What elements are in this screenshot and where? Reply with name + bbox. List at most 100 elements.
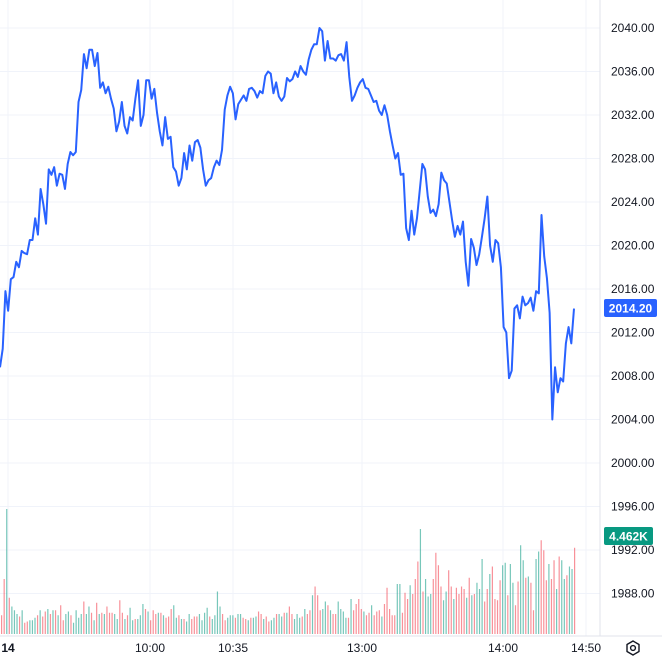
volume-bar [288, 606, 290, 634]
price-axis[interactable]: 2040.00 2036.00 2032.00 2028.00 2024.00 2020.… [611, 21, 655, 601]
volume-bar [571, 569, 573, 634]
volume-bar [18, 616, 21, 634]
volume-bar [152, 610, 154, 634]
price-tick-label: 2036.00 [611, 65, 655, 79]
volume-bar [178, 615, 180, 634]
volume-bar [134, 619, 136, 634]
chart-settings-button[interactable] [622, 637, 644, 659]
last-volume-label: 4.462K [609, 530, 648, 544]
volume-bar [273, 617, 275, 634]
volume-bar [391, 615, 393, 634]
volume-bar [268, 621, 270, 634]
volume-bar [67, 611, 70, 634]
volume-bar [301, 616, 303, 634]
volume-bar [242, 617, 244, 634]
time-tick-label: 10:00 [135, 641, 165, 655]
volume-bar [517, 581, 519, 634]
volume-bar [24, 622, 26, 634]
volume-bar [345, 617, 347, 634]
volume-bar [47, 609, 49, 634]
volume-bar [311, 595, 314, 634]
volume-bar [42, 616, 44, 634]
volume-bar [371, 605, 373, 634]
volume-bar [389, 609, 391, 634]
volume-bar [101, 612, 103, 634]
volume-bar [383, 604, 386, 634]
time-tick-label: 14:00 [488, 641, 518, 655]
volume-bar [319, 610, 321, 634]
volume-bar [206, 607, 208, 634]
volume-bar [44, 611, 46, 634]
volume-bar [93, 620, 95, 634]
volume-bar [520, 545, 522, 634]
volume-bar [317, 595, 319, 634]
volume-bar [545, 580, 547, 634]
volume-bar [1, 615, 3, 634]
volume-bar [165, 617, 167, 634]
volume-bar [293, 619, 296, 634]
time-tick-label: 14 [1, 641, 15, 655]
volume-bar [404, 592, 406, 634]
volume-bar [558, 556, 560, 634]
volume-bar [299, 617, 301, 634]
volume-bar [430, 594, 432, 634]
volume-bar [114, 614, 116, 634]
volume-bar [155, 614, 157, 634]
volume-bar [525, 577, 527, 634]
volume-bar [88, 606, 90, 634]
volume-bar [245, 619, 247, 634]
volume-bar [424, 579, 427, 634]
volume-bar [229, 615, 231, 634]
volume-bar [460, 586, 463, 634]
volume-bar [186, 621, 188, 634]
price-tick-label: 1992.00 [611, 543, 655, 557]
volume-bar [108, 612, 111, 634]
volume-bar [486, 589, 488, 634]
volume-bar [550, 579, 553, 634]
volume-bar [296, 614, 298, 634]
volume-bar [239, 614, 242, 634]
volume-bar [350, 599, 352, 634]
volume-bar [507, 595, 509, 634]
volume-bar [360, 609, 362, 634]
volume-bar [234, 617, 237, 634]
volume-bar [373, 615, 375, 634]
volume-bar [39, 610, 41, 634]
settings-gear-icon [626, 640, 640, 656]
volume-bar [509, 564, 511, 634]
volume-bar [80, 614, 82, 634]
volume-bar [255, 616, 257, 634]
volume-bar [188, 614, 190, 634]
price-tick-label: 1988.00 [611, 587, 655, 601]
volume-bar [448, 570, 450, 634]
volume-bar [150, 620, 152, 634]
volume-bar [437, 565, 440, 634]
volume-bar [548, 564, 550, 634]
volume-bar [553, 560, 555, 634]
volume-bar [124, 619, 126, 634]
time-tick-label: 10:35 [218, 641, 248, 655]
time-axis[interactable]: 14 10:00 10:35 13:00 14:00 14:50 [1, 641, 601, 655]
volume-bar [36, 615, 39, 634]
volume-bar [414, 579, 416, 634]
price-tick-label: 2028.00 [611, 152, 655, 166]
volume-bar [337, 601, 339, 634]
volume-bar [304, 609, 306, 634]
volume-bar [556, 589, 558, 634]
volume-bar [494, 599, 496, 634]
volume-bar [29, 620, 31, 634]
price-tick-label: 2000.00 [611, 456, 655, 470]
volume-bar [322, 609, 324, 634]
volume-bar [211, 619, 213, 634]
volume-bar [57, 615, 59, 634]
volume-bar [535, 559, 537, 634]
volume-bar [70, 615, 72, 634]
volume-bar [196, 616, 198, 634]
volume-bar [65, 614, 67, 634]
volume-bar [49, 614, 52, 634]
volume-bar [453, 599, 455, 634]
volume-bar [450, 586, 452, 634]
volume-bar [214, 615, 216, 634]
volume-bar [386, 587, 388, 634]
